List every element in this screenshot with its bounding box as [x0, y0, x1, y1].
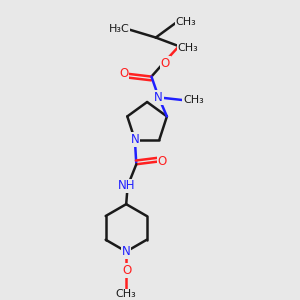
Text: O: O [158, 155, 167, 168]
Text: CH₃: CH₃ [176, 16, 196, 27]
Text: CH₃: CH₃ [116, 290, 136, 299]
Text: N: N [154, 91, 163, 104]
Text: CH₃: CH₃ [177, 43, 198, 53]
Text: O: O [122, 264, 132, 277]
Text: CH₃: CH₃ [183, 95, 204, 105]
Text: N: N [122, 245, 130, 258]
Text: N: N [130, 133, 139, 146]
Text: O: O [161, 57, 170, 70]
Text: H₃C: H₃C [108, 24, 129, 34]
Text: NH: NH [117, 179, 135, 192]
Text: O: O [119, 67, 129, 80]
